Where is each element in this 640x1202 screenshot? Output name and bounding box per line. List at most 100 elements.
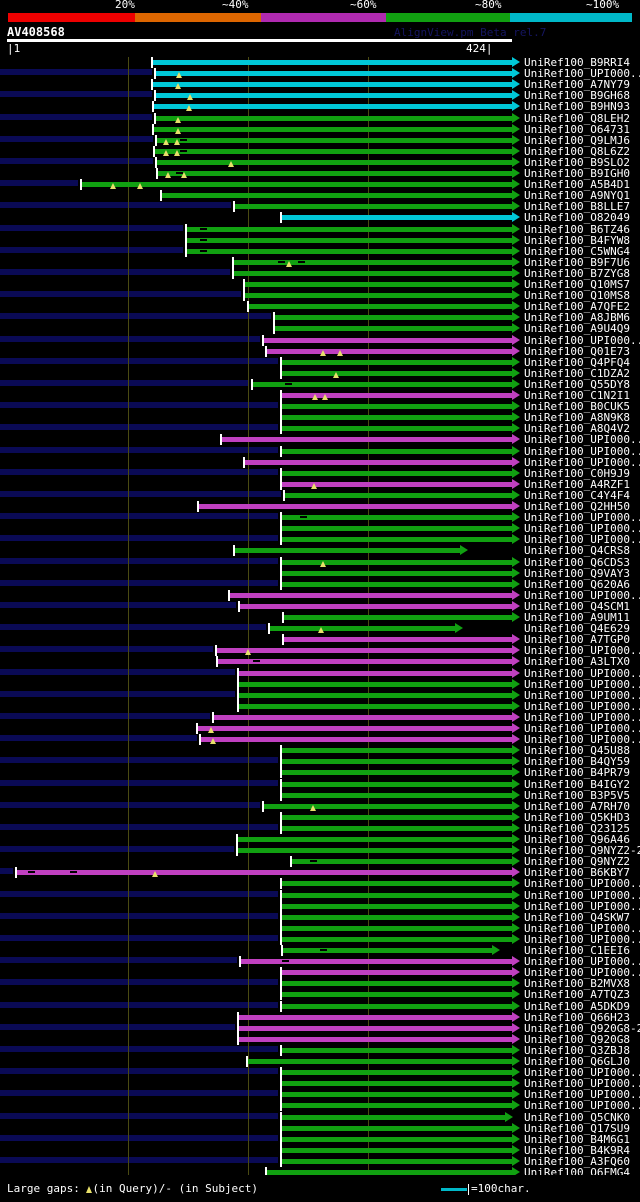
sequence-label[interactable]: UniRef100_B9HN93: [524, 100, 630, 113]
hsp-bar[interactable]: [185, 246, 512, 257]
sequence-label[interactable]: UniRef100_B0CUK5: [524, 400, 630, 413]
alignment-row[interactable]: UniRef100_UPI000..: [0, 512, 640, 523]
sequence-label[interactable]: UniRef100_Q01E73: [524, 345, 630, 358]
alignment-row[interactable]: UniRef100_UPI000..: [0, 890, 640, 901]
sequence-label[interactable]: UniRef100_Q55DY8: [524, 378, 630, 391]
alignment-row[interactable]: UniRef100_Q5CNK0: [0, 1112, 640, 1123]
hsp-bar[interactable]: [280, 1123, 512, 1134]
hsp-bar[interactable]: [280, 1045, 512, 1056]
alignment-row[interactable]: UniRef100_UPI000..: [0, 712, 640, 723]
alignment-row[interactable]: UniRef100_Q17SU9: [0, 1123, 640, 1134]
hsp-bar[interactable]: [212, 712, 512, 723]
alignment-row[interactable]: UniRef100_Q66H23: [0, 1012, 640, 1023]
sequence-label[interactable]: UniRef100_Q5KHD3: [524, 811, 630, 824]
sequence-label[interactable]: UniRef100_Q9NYZ2: [524, 855, 630, 868]
hsp-bar[interactable]: [237, 1012, 512, 1023]
alignment-row[interactable]: UniRef100_A3LTX0: [0, 656, 640, 667]
hsp-bar[interactable]: [280, 368, 512, 379]
sequence-label[interactable]: UniRef100_Q920G8-2: [524, 1022, 640, 1035]
hsp-bar[interactable]: [15, 867, 512, 878]
alignment-row[interactable]: UniRef100_Q55DY8: [0, 379, 640, 390]
hsp-bar[interactable]: [280, 579, 512, 590]
hsp-bar[interactable]: [280, 779, 512, 790]
alignment-row[interactable]: UniRef100_UPI000..: [0, 1067, 640, 1078]
alignment-row[interactable]: UniRef100_O64731: [0, 124, 640, 135]
sequence-label[interactable]: UniRef100_O82049: [524, 211, 630, 224]
hsp-bar[interactable]: [280, 1067, 512, 1078]
hsp-bar[interactable]: [237, 668, 512, 679]
alignment-row[interactable]: UniRef100_B6TZ46: [0, 224, 640, 235]
alignment-row[interactable]: UniRef100_UPI000..: [0, 690, 640, 701]
alignment-row[interactable]: UniRef100_A9NYQ1: [0, 190, 640, 201]
sequence-label[interactable]: UniRef100_B9F7U6: [524, 256, 630, 269]
sequence-label[interactable]: UniRef100_UPI000..: [524, 533, 640, 546]
sequence-label[interactable]: UniRef100_O64731: [524, 123, 630, 136]
sequence-label[interactable]: UniRef100_UPI000..: [524, 966, 640, 979]
alignment-row[interactable]: UniRef100_Q9NYZ2-2: [0, 845, 640, 856]
sequence-label[interactable]: UniRef100_A3FQ60: [524, 1155, 630, 1168]
sequence-label[interactable]: UniRef100_B4QY59: [524, 755, 630, 768]
alignment-row[interactable]: UniRef100_C1EEI6: [0, 945, 640, 956]
alignment-row[interactable]: UniRef100_Q9NYZ2: [0, 856, 640, 867]
alignment-row[interactable]: UniRef100_Q10MS8: [0, 290, 640, 301]
alignment-row[interactable]: UniRef100_UPI000..: [0, 335, 640, 346]
alignment-row[interactable]: UniRef100_B9IGH0: [0, 168, 640, 179]
hsp-bar[interactable]: [237, 1023, 512, 1034]
hsp-bar[interactable]: [280, 1100, 512, 1111]
sequence-label[interactable]: UniRef100_B4K9R4: [524, 1144, 630, 1157]
sequence-label[interactable]: UniRef100_Q9VAY3: [524, 567, 630, 580]
hsp-bar[interactable]: [246, 1056, 512, 1067]
alignment-row[interactable]: UniRef100_Q620A6: [0, 579, 640, 590]
sequence-label[interactable]: UniRef100_C0H9J9: [524, 467, 630, 480]
sequence-label[interactable]: UniRef100_Q6CDS3: [524, 556, 630, 569]
hsp-bar[interactable]: [280, 401, 512, 412]
hsp-bar[interactable]: [237, 1034, 512, 1045]
hsp-bar[interactable]: [280, 479, 512, 490]
alignment-row[interactable]: UniRef100_C1N2I1: [0, 390, 640, 401]
alignment-row[interactable]: UniRef100_Q9VAY3: [0, 568, 640, 579]
hsp-bar[interactable]: [232, 257, 512, 268]
hsp-bar[interactable]: [280, 978, 512, 989]
hsp-bar[interactable]: [280, 912, 512, 923]
hsp-bar[interactable]: [262, 801, 512, 812]
alignment-row[interactable]: UniRef100_C1DZA2: [0, 368, 640, 379]
sequence-label[interactable]: UniRef100_UPI000..: [524, 433, 640, 446]
hsp-bar[interactable]: [280, 534, 512, 545]
alignment-row[interactable]: UniRef100_UPI000..: [0, 1100, 640, 1111]
hsp-bar[interactable]: [185, 224, 512, 235]
alignment-row[interactable]: UniRef100_UPI000..: [0, 878, 640, 889]
hsp-bar[interactable]: [247, 301, 512, 312]
sequence-label[interactable]: UniRef100_A8N9K8: [524, 411, 630, 424]
sequence-label[interactable]: UniRef100_A5DKD9: [524, 1000, 630, 1013]
alignment-row[interactable]: UniRef100_Q8L6Z2: [0, 146, 640, 157]
hsp-bar[interactable]: [280, 890, 512, 901]
hsp-bar[interactable]: [197, 501, 512, 512]
hsp-bar[interactable]: [237, 690, 512, 701]
hsp-bar[interactable]: [156, 168, 512, 179]
alignment-row[interactable]: UniRef100_UPI000..: [0, 668, 640, 679]
hsp-bar[interactable]: [280, 412, 512, 423]
hsp-bar[interactable]: [251, 379, 512, 390]
alignment-row[interactable]: UniRef100_A3FQ60: [0, 1156, 640, 1167]
hsp-bar[interactable]: [280, 989, 512, 1000]
sequence-label[interactable]: UniRef100_Q4SKW7: [524, 911, 630, 924]
hsp-bar[interactable]: [154, 113, 512, 124]
sequence-label[interactable]: UniRef100_Q4E629: [524, 622, 630, 635]
hsp-bar[interactable]: [280, 923, 512, 934]
alignment-row[interactable]: UniRef100_O82049: [0, 212, 640, 223]
alignment-row[interactable]: UniRef100_B9GH68: [0, 90, 640, 101]
sequence-label[interactable]: UniRef100_B9RRI4: [524, 57, 630, 69]
hsp-bar[interactable]: [153, 146, 512, 157]
alignment-row[interactable]: UniRef100_UPI000..: [0, 446, 640, 457]
sequence-label[interactable]: UniRef100_UPI000..: [524, 700, 640, 713]
alignment-row[interactable]: UniRef100_UPI000..: [0, 723, 640, 734]
sequence-label[interactable]: UniRef100_UPI000..: [524, 1099, 640, 1112]
hsp-bar[interactable]: [262, 335, 512, 346]
sequence-label[interactable]: UniRef100_B6KBY7: [524, 866, 630, 879]
hsp-bar[interactable]: [280, 934, 512, 945]
sequence-label[interactable]: UniRef100_A8JBM6: [524, 311, 630, 324]
sequence-label[interactable]: UniRef100_A7RH70: [524, 800, 630, 813]
hsp-bar[interactable]: [151, 79, 512, 90]
alignment-row[interactable]: UniRef100_A7QFE2: [0, 301, 640, 312]
hsp-bar[interactable]: [280, 1156, 512, 1167]
